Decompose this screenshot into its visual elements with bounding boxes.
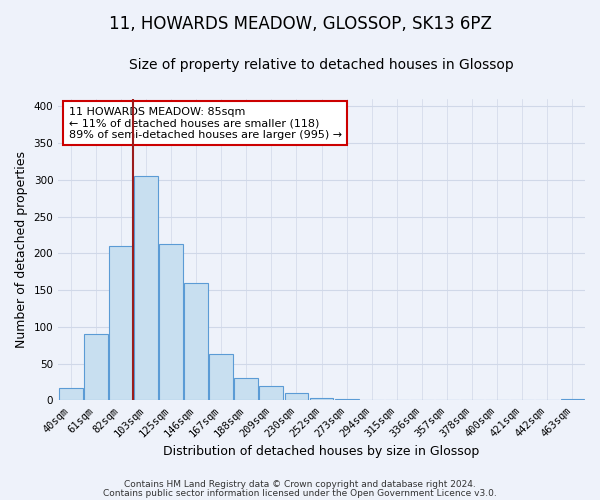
Bar [109, 246, 133, 400]
Bar [184, 283, 208, 401]
Bar [259, 386, 283, 400]
X-axis label: Distribution of detached houses by size in Glossop: Distribution of detached houses by size … [163, 444, 480, 458]
Title: Size of property relative to detached houses in Glossop: Size of property relative to detached ho… [129, 58, 514, 71]
Text: Contains HM Land Registry data © Crown copyright and database right 2024.: Contains HM Land Registry data © Crown c… [124, 480, 476, 489]
Bar [209, 354, 233, 401]
Text: 11, HOWARDS MEADOW, GLOSSOP, SK13 6PZ: 11, HOWARDS MEADOW, GLOSSOP, SK13 6PZ [109, 15, 491, 33]
Bar [335, 399, 359, 400]
Text: Contains public sector information licensed under the Open Government Licence v3: Contains public sector information licen… [103, 488, 497, 498]
Bar [560, 399, 584, 400]
Bar [284, 393, 308, 400]
Bar [159, 244, 183, 400]
Bar [310, 398, 334, 400]
Bar [134, 176, 158, 400]
Text: 11 HOWARDS MEADOW: 85sqm
← 11% of detached houses are smaller (118)
89% of semi-: 11 HOWARDS MEADOW: 85sqm ← 11% of detach… [69, 106, 342, 140]
Bar [235, 378, 258, 400]
Bar [84, 334, 108, 400]
Bar [59, 388, 83, 400]
Y-axis label: Number of detached properties: Number of detached properties [15, 152, 28, 348]
